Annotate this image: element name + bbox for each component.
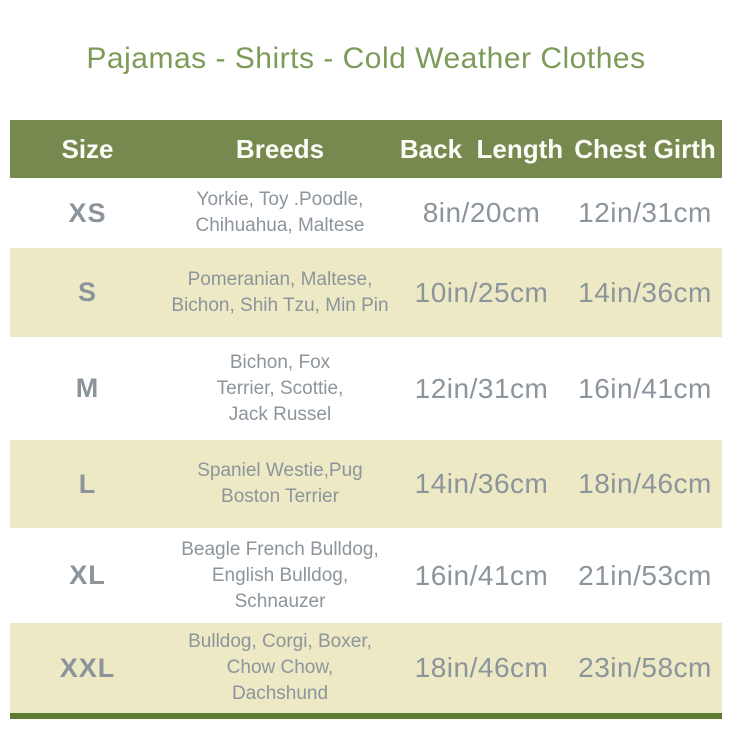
breeds-cell: Bichon, Fox Terrier, Scottie, Jack Russe… [216, 351, 344, 425]
size-cell: XS [68, 197, 107, 228]
back-length-cell: 8in/20cm [422, 197, 541, 228]
size-table: Size Breeds Back Length Chest Girth XS Y… [10, 120, 722, 719]
size-cell: M [75, 373, 100, 403]
table-row-m: M Bichon, Fox Terrier, Scottie, Jack Rus… [10, 337, 722, 440]
chest-girth-cell: 12in/31cm [578, 197, 712, 228]
size-cell: XXL [59, 652, 116, 683]
back-length-cell: 10in/25cm [414, 276, 549, 308]
column-header-back-length: Back Length [399, 133, 564, 164]
size-cell: L [78, 468, 97, 499]
column-header-size: Size [61, 133, 114, 164]
back-length-cell: 14in/36cm [414, 468, 549, 499]
column-header-chest-girth: Chest Girth [574, 133, 716, 164]
column-header-breeds: Breeds [235, 133, 325, 164]
table-row-xl: XL Beagle French Bulldog, English Bulldo… [10, 528, 722, 623]
back-length-cell: 18in/46cm [414, 652, 549, 683]
chest-girth-cell: 21in/53cm [578, 559, 712, 591]
table-row-xxl: XXL Bulldog, Corgi, Boxer, Chow Chow, Da… [10, 623, 722, 713]
size-cell: S [77, 277, 97, 307]
chest-girth-cell: 23in/58cm [578, 652, 712, 683]
breeds-cell: Bulldog, Corgi, Boxer, Chow Chow, Dachsh… [188, 631, 372, 704]
chest-girth-cell: 14in/36cm [578, 276, 712, 308]
table-row-xs: XS Yorkie, Toy .Poodle, Chihuahua, Malte… [10, 178, 722, 248]
size-cell: XL [69, 560, 106, 590]
breeds-cell: Beagle French Bulldog, English Bulldog, … [181, 538, 379, 612]
chest-girth-cell: 18in/46cm [578, 468, 712, 499]
breeds-cell: Spaniel Westie,Pug Boston Terrier [197, 460, 363, 507]
chest-girth-cell: 16in/41cm [578, 372, 712, 404]
breeds-cell: Yorkie, Toy .Poodle, Chihuahua, Maltese [195, 189, 365, 236]
breeds-cell: Pomeranian, Maltese, Bichon, Shih Tzu, M… [171, 268, 389, 316]
table-row-s: S Pomeranian, Maltese, Bichon, Shih Tzu,… [10, 248, 722, 337]
table-row-l: L Spaniel Westie,Pug Boston Terrier 14in… [10, 440, 722, 528]
table-header-row: Size Breeds Back Length Chest Girth [10, 120, 722, 178]
back-length-cell: 12in/31cm [414, 372, 549, 404]
back-length-cell: 16in/41cm [414, 559, 549, 591]
page-title: Pajamas - Shirts - Cold Weather Clothes [86, 42, 646, 75]
